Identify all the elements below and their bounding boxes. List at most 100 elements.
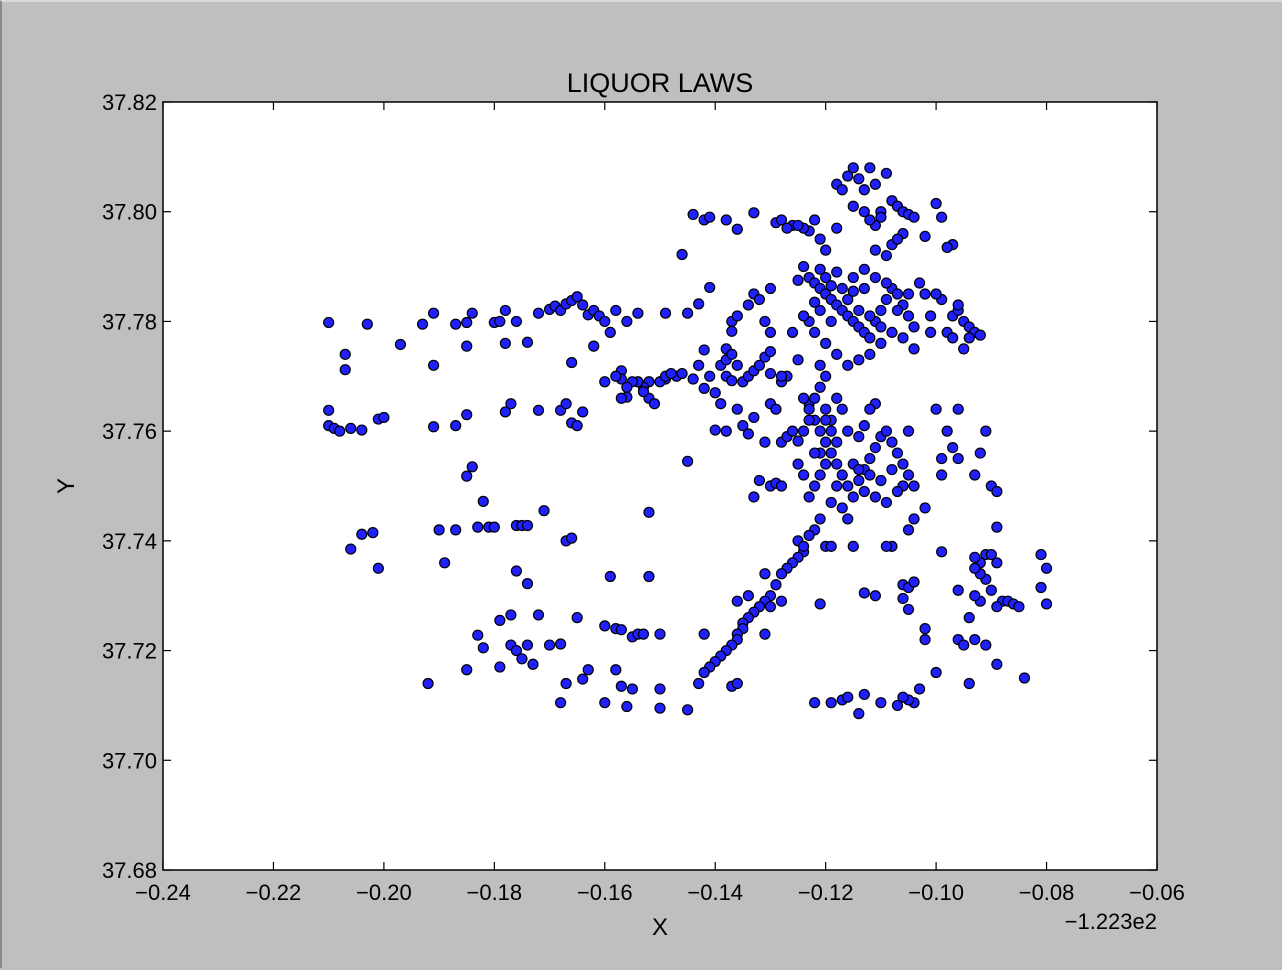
data-point [742, 428, 754, 440]
data-point [532, 609, 545, 621]
data-point [797, 310, 810, 322]
data-point [494, 661, 506, 673]
data-point [930, 666, 942, 679]
y-tick-label: 37.70 [102, 748, 157, 773]
x-axis-title: X [652, 914, 668, 941]
data-point [908, 480, 920, 492]
data-point [494, 614, 506, 627]
data-point [566, 532, 578, 544]
data-point [847, 285, 859, 297]
data-point [748, 207, 760, 219]
data-point [853, 354, 865, 366]
chart-title: LIQUOR LAWS [567, 68, 754, 98]
data-point [494, 315, 506, 328]
data-point [908, 211, 920, 223]
data-point [693, 298, 705, 310]
data-point [786, 326, 799, 338]
data-point [637, 386, 650, 398]
data-point [842, 425, 854, 437]
data-point [698, 628, 710, 640]
data-point [742, 299, 754, 311]
data-point [864, 452, 876, 465]
data-point [394, 338, 407, 351]
data-point [753, 293, 766, 306]
data-point [924, 310, 937, 322]
data-point [803, 529, 815, 541]
data-point [477, 495, 489, 507]
data-point [991, 557, 1003, 569]
data-point [676, 248, 688, 261]
data-point [897, 458, 909, 470]
data-point [610, 370, 622, 382]
data-point [477, 642, 489, 654]
data-point [439, 557, 451, 569]
data-point [345, 543, 357, 555]
data-point [698, 666, 710, 679]
data-point [847, 540, 859, 552]
data-point [532, 404, 545, 416]
data-point [941, 241, 953, 253]
data-point [770, 579, 782, 591]
data-point [842, 170, 854, 182]
data-point [820, 370, 832, 382]
data-point [825, 425, 837, 437]
x-tick-label: −0.10 [908, 880, 964, 905]
data-point [869, 271, 881, 284]
data-point [488, 521, 500, 533]
data-point [864, 469, 876, 481]
data-point [947, 442, 959, 454]
data-point [974, 329, 986, 341]
data-point [775, 370, 788, 382]
data-point [797, 425, 810, 437]
data-point [731, 595, 743, 607]
data-point [538, 505, 550, 517]
data-point [847, 162, 859, 174]
data-point [599, 697, 611, 709]
y-tick-label: 37.68 [102, 858, 157, 883]
data-point [814, 263, 826, 275]
data-point [621, 700, 633, 713]
data-point [792, 354, 804, 366]
data-point [554, 638, 567, 650]
data-point [356, 424, 368, 436]
y-tick-label: 37.80 [102, 200, 157, 225]
data-point [764, 601, 777, 613]
data-point [842, 513, 854, 525]
data-point [499, 406, 511, 418]
data-point [604, 326, 616, 338]
data-point [820, 414, 832, 426]
data-point [615, 680, 627, 692]
data-point [809, 447, 821, 459]
data-point [958, 343, 970, 355]
data-point [847, 491, 859, 503]
y-tick-label: 37.72 [102, 639, 157, 664]
data-points [323, 162, 1053, 720]
data-point [919, 230, 931, 242]
data-point [510, 565, 523, 577]
data-point [908, 513, 920, 525]
data-point [461, 340, 473, 352]
data-point [969, 633, 981, 646]
data-point [461, 316, 473, 329]
data-point [803, 403, 815, 415]
data-point [908, 576, 920, 588]
data-point [582, 664, 594, 676]
data-point [842, 480, 854, 492]
y-axis-title: Y [53, 478, 80, 494]
data-point [809, 697, 821, 709]
data-point [858, 184, 870, 196]
data-point [797, 392, 810, 404]
data-point [969, 562, 981, 574]
data-point [521, 578, 534, 590]
data-point [505, 398, 517, 410]
data-point [809, 480, 821, 492]
data-point [737, 420, 749, 432]
data-point [378, 411, 390, 424]
data-point [599, 315, 611, 328]
y-tick-label: 37.82 [102, 90, 157, 115]
data-point [682, 455, 694, 467]
data-point [571, 420, 583, 432]
data-point [461, 409, 473, 421]
data-point [853, 463, 865, 476]
data-point [510, 315, 523, 328]
